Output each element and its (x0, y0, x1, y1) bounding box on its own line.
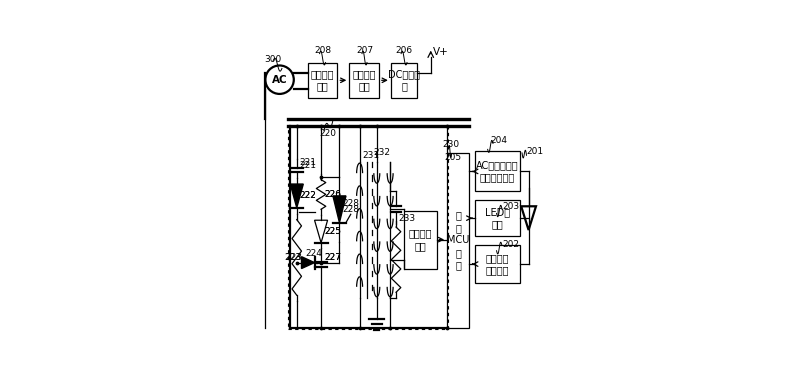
Text: V+: V+ (433, 47, 449, 57)
Text: 高频信号
接收电路: 高频信号 接收电路 (486, 253, 510, 275)
Bar (447, 153, 470, 328)
Text: 203: 203 (502, 202, 519, 211)
Text: 208: 208 (314, 47, 332, 55)
Text: 225: 225 (324, 227, 341, 236)
Text: 300: 300 (265, 55, 282, 64)
Text: 202: 202 (502, 240, 519, 249)
Text: 221: 221 (299, 158, 316, 167)
Polygon shape (290, 184, 303, 208)
Text: 204: 204 (490, 136, 508, 145)
Text: 224: 224 (305, 249, 322, 258)
Text: LED显
示灯: LED显 示灯 (485, 207, 510, 229)
Text: 201: 201 (526, 147, 544, 156)
Text: 221: 221 (299, 161, 316, 170)
Bar (308, 62, 338, 98)
Text: AC电源电压过
零点检测电路: AC电源电压过 零点检测电路 (476, 160, 518, 182)
Text: 207: 207 (356, 47, 373, 55)
Text: 228: 228 (342, 199, 359, 208)
Bar (390, 62, 418, 98)
Text: 230: 230 (442, 139, 459, 149)
Text: 226: 226 (324, 190, 341, 199)
Bar (404, 211, 437, 269)
Text: 第
一
MCU
芯
片: 第 一 MCU 芯 片 (447, 211, 470, 270)
Text: 220: 220 (319, 129, 337, 138)
Polygon shape (302, 257, 314, 269)
Text: 206: 206 (395, 47, 412, 55)
Text: 222: 222 (299, 191, 316, 200)
Text: 桥式整流
电路: 桥式整流 电路 (310, 69, 334, 92)
Text: 脉冲检测
电路: 脉冲检测 电路 (409, 228, 432, 251)
Text: 205: 205 (444, 153, 462, 162)
Bar (475, 245, 520, 283)
Bar (475, 151, 520, 191)
Text: 226: 226 (325, 190, 342, 199)
Bar (475, 200, 520, 236)
Text: 225: 225 (324, 227, 341, 236)
Bar (350, 62, 379, 98)
Text: 223: 223 (284, 253, 302, 262)
Text: AC: AC (272, 75, 287, 85)
Text: 222: 222 (299, 191, 316, 201)
Text: 227: 227 (324, 253, 341, 262)
Text: 232: 232 (374, 149, 391, 157)
Text: 227: 227 (324, 253, 341, 262)
Text: 223: 223 (285, 253, 302, 262)
Text: 电源滤波
电路: 电源滤波 电路 (352, 69, 376, 92)
Polygon shape (333, 196, 346, 223)
Text: 228: 228 (342, 205, 359, 214)
Text: 231: 231 (362, 151, 379, 161)
Text: 233: 233 (398, 214, 415, 223)
Bar (287, 126, 448, 329)
Text: DC稳压电
路: DC稳压电 路 (388, 69, 420, 92)
